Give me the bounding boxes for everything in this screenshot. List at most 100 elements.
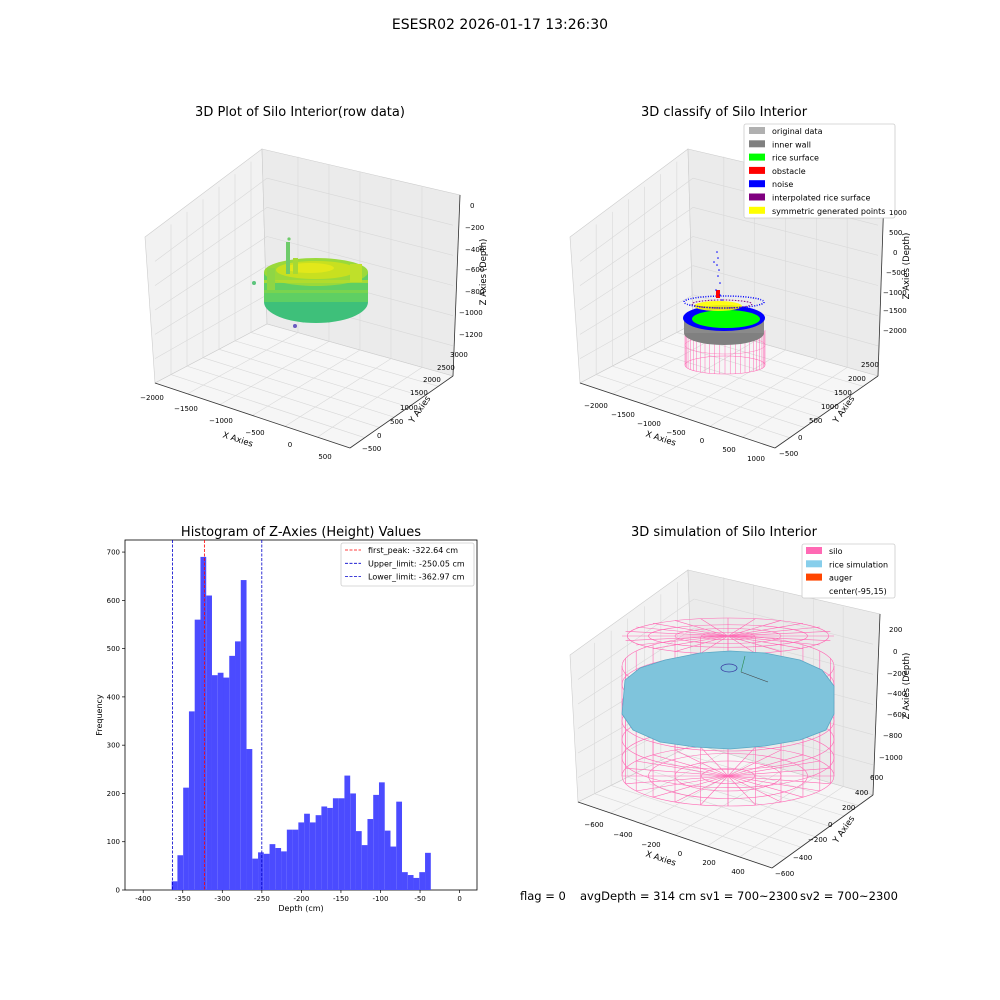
tick-label: −500: [886, 269, 905, 277]
histogram-bar: [281, 851, 287, 890]
tick-label: −1000: [637, 420, 661, 428]
histogram-bar: [315, 815, 322, 890]
tick-label: 0: [893, 648, 897, 656]
wireframe-line: [700, 635, 729, 654]
tick-label: -200: [293, 895, 309, 903]
tick-label: -400: [135, 895, 151, 903]
center-marker: [720, 663, 738, 673]
wireframe-line: [727, 749, 782, 777]
tick-label: 0: [377, 432, 381, 440]
tick-label: −200: [641, 841, 660, 849]
legend-swatch: [749, 140, 765, 148]
tick-label: 1000: [889, 209, 907, 217]
wireframe-line: [727, 618, 756, 637]
wireframe-line: [636, 635, 729, 646]
tick-label: -300: [214, 895, 230, 903]
histogram-bar: [292, 829, 299, 890]
histogram-bar: [269, 844, 276, 890]
wireframe-line: [727, 635, 804, 650]
tick-label: 1000: [747, 455, 765, 463]
tick-label: -150: [333, 895, 349, 903]
histogram-bar: [321, 806, 328, 890]
tick-label: 200: [842, 804, 855, 812]
gridline: [219, 341, 330, 405]
simulation-silo-model: [621, 617, 835, 807]
wireframe-line: [636, 626, 729, 637]
tick-label: 2500: [437, 364, 455, 372]
tick-label: -250: [254, 895, 270, 903]
gridline: [154, 177, 268, 262]
histogram-bar: [425, 852, 431, 890]
tick-label: 1500: [410, 389, 428, 397]
wireframe-line: [652, 635, 729, 650]
tick-label: −600: [465, 266, 484, 274]
histogram-bar: [200, 556, 207, 890]
noise-point: [716, 251, 718, 253]
gridline: [742, 367, 848, 438]
wireframe-line: [727, 622, 804, 637]
histogram-y-ticks: 0 100 200 300 400 500 600 700: [107, 549, 125, 895]
sv1-range: sv1 = 700~2300: [700, 889, 798, 903]
panel-raw-3d: 3D Plot of Silo Interior(row data): [140, 105, 489, 461]
histogram-x-axis-label: Depth (cm): [278, 904, 323, 913]
wireframe-line: [674, 775, 729, 803]
histogram-bar: [252, 858, 259, 890]
simulation-y-ticks: −600 −400 −200 0 200 400 600: [775, 774, 883, 878]
tick-label: 200: [702, 859, 715, 867]
gridline: [252, 349, 361, 416]
simulation-x-ticks: −600 −400 −200 0 200 400: [584, 821, 744, 876]
tick-label: −2000: [883, 327, 907, 335]
histogram-bar: [407, 875, 414, 890]
histogram-bar: [217, 672, 224, 890]
gridline: [154, 294, 268, 359]
tick-label: 600: [107, 597, 120, 605]
gridline: [187, 332, 299, 395]
tick-label: 0: [678, 850, 682, 858]
avg-depth: avgDepth = 314 cm: [580, 889, 697, 903]
wireframe-line: [727, 626, 820, 637]
wireframe-line: [727, 775, 804, 798]
tick-label: −400: [887, 690, 906, 698]
noise-point: [721, 299, 723, 301]
tick-label: −500: [362, 445, 381, 453]
tick-label: 300: [107, 742, 120, 750]
wireframe-line: [674, 620, 729, 637]
tick-label: −2000: [584, 402, 608, 410]
wireframe-line: [652, 622, 729, 637]
legend-label: interpolated rice surface: [772, 194, 870, 203]
wireframe-line: [700, 775, 729, 806]
wireframe-line: [727, 631, 831, 637]
wireframe-line: [727, 635, 831, 641]
histogram-bar: [402, 872, 408, 890]
wireframe-line: [727, 760, 820, 777]
wireframe-line: [727, 635, 782, 652]
wireframe-line: [727, 775, 782, 803]
legend-swatch: [806, 573, 822, 581]
legend-swatch: [806, 560, 822, 568]
legend-swatch: [749, 166, 765, 174]
wireframe-line: [652, 754, 729, 777]
tick-label: −1500: [174, 405, 198, 413]
tick-label: −600: [584, 821, 603, 829]
wireframe-line: [727, 746, 756, 777]
noise-point: [717, 275, 719, 277]
histogram-legend: first_peak: -322.64 cm Upper_limit: -250.…: [340, 542, 475, 587]
rice-simulation-surface: [621, 650, 835, 750]
legend-label: auger: [829, 574, 853, 583]
classify-legend: original data inner wall rice surface obsta…: [743, 123, 896, 219]
raw-y-ticks: −500 0 500 1000 1500 2000 2500 3000: [362, 351, 468, 453]
histogram-title: Histogram of Z-Axies (Height) Values: [181, 525, 421, 540]
tick-label: 200: [107, 790, 120, 798]
tick-label: 0: [700, 437, 704, 445]
histogram-bar: [229, 655, 236, 890]
simulation-z-ticks: 200 0 −200 −400 −600 −800 −1000: [879, 626, 906, 762]
tick-label: 0: [828, 821, 832, 829]
legend-label: noise: [772, 180, 793, 189]
classify-z-axis: [877, 194, 885, 377]
simulation-y-axis: [771, 794, 874, 869]
gridline: [739, 786, 844, 858]
panel-classify-title: 3D classify of Silo Interior: [641, 105, 808, 120]
histogram-bar: [275, 848, 282, 890]
histogram-bar: [390, 846, 397, 890]
sv2-range: sv2 = 700~2300: [800, 889, 898, 903]
